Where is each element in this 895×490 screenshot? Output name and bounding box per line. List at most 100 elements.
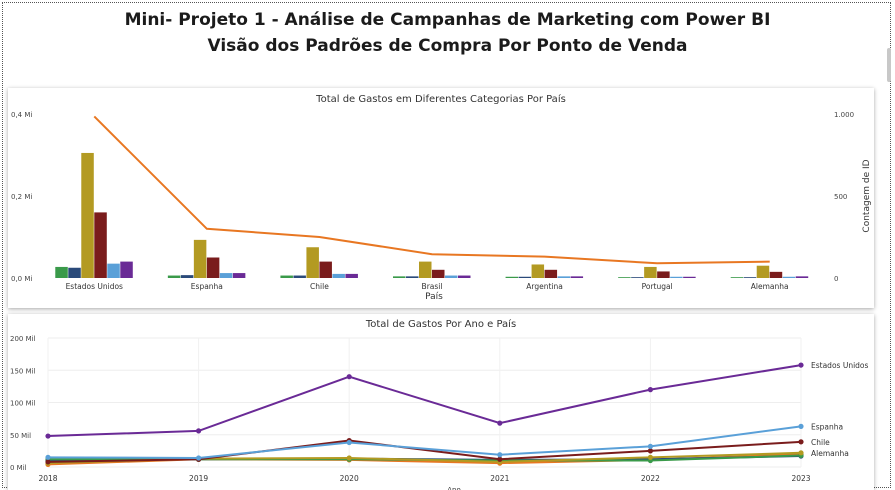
x-axis-label: Ano [447, 486, 461, 490]
x-tick-label: 2019 [189, 474, 208, 483]
series-end-label: Chile [811, 438, 830, 447]
data-point [647, 448, 654, 454]
chart-title: Total de Gastos Por Ano e País [365, 318, 516, 330]
x-tick-label: Portugal [642, 282, 673, 291]
data-point [647, 443, 654, 449]
data-point [45, 459, 51, 465]
bar [219, 273, 233, 278]
data-point [346, 439, 352, 446]
series-line [47, 364, 802, 438]
x-tick-label: Argentina [526, 282, 563, 291]
data-point [346, 455, 352, 461]
bar [406, 276, 419, 278]
bar [419, 261, 432, 278]
scrollbar[interactable] [887, 48, 891, 82]
bar [743, 277, 757, 278]
series-end-label: Espanha [811, 422, 843, 431]
x-tick-label: 2022 [641, 474, 660, 483]
data-point [45, 433, 51, 439]
y2-tick-label: 500 [834, 193, 847, 201]
y-tick-label: 100 Mil [10, 400, 36, 408]
bar [657, 271, 670, 278]
data-point [346, 374, 352, 380]
bar [332, 273, 345, 278]
bar [206, 257, 220, 278]
bar [94, 212, 107, 278]
bar [432, 269, 445, 278]
y2-tick-label: 0 [834, 275, 838, 283]
bar [345, 273, 358, 278]
y-tick-label: 200 Mil [10, 335, 36, 343]
bar [232, 273, 246, 278]
y-tick-label: 0,2 Mi [11, 193, 32, 201]
x-tick-label: Espanha [191, 282, 223, 291]
bar [782, 276, 796, 278]
bar [445, 275, 458, 278]
data-point [798, 439, 804, 445]
bar [683, 276, 696, 278]
bar [631, 277, 644, 278]
data-point [45, 454, 51, 460]
bar [756, 265, 770, 278]
x-axis-label: País [425, 292, 443, 302]
data-point [497, 452, 503, 458]
series-line [47, 439, 802, 463]
bar [531, 264, 545, 278]
y-tick-label: 0,0 Mi [11, 275, 32, 283]
bar [306, 247, 319, 278]
chart-title: Total de Gastos em Diferentes Categorias… [315, 93, 566, 105]
data-point [196, 455, 202, 461]
y-tick-label: 50 Mil [10, 432, 31, 440]
bar [319, 261, 332, 278]
series-end-label: Estados Unidos [811, 361, 868, 370]
bar [544, 269, 558, 278]
bar [180, 275, 194, 278]
bar [769, 271, 783, 278]
report-subtitle: Visão dos Padrões de Compra Por Ponto de… [207, 36, 688, 56]
x-tick-label: Estados Unidos [66, 282, 123, 291]
spend-by-year-chart: Total de Gastos Por Ano e País 200 Mil 150… [10, 318, 868, 490]
bar [280, 275, 293, 278]
bar [570, 276, 584, 278]
bar [107, 263, 120, 278]
bar [81, 152, 94, 278]
bar [670, 276, 683, 278]
data-point [497, 420, 503, 426]
series-end-label: Alemanha [811, 449, 849, 458]
bar [518, 276, 532, 278]
bar [458, 275, 471, 278]
count-line [93, 115, 770, 265]
line-chart-panel[interactable]: Total de Gastos Por Ano e País 200 Mil 150… [8, 314, 874, 490]
bar [644, 266, 657, 278]
bar [618, 277, 631, 278]
spend-by-category-chart: Total de Gastos em Diferentes Categorias… [11, 93, 872, 302]
bar [730, 277, 744, 278]
data-point [798, 362, 804, 368]
x-tick-label: Chile [310, 282, 329, 291]
bar [193, 239, 207, 278]
data-point [798, 450, 804, 456]
x-tick-label: Brasil [422, 282, 443, 291]
y2-axis-label: Contagem de ID [862, 159, 872, 232]
data-point [196, 428, 202, 434]
report-title: Mini- Projeto 1 - Análise de Campanhas d… [124, 10, 771, 30]
bar-chart-panel[interactable]: Total de Gastos em Diferentes Categorias… [8, 88, 874, 308]
data-point [647, 454, 654, 460]
data-point [497, 456, 503, 462]
data-point [798, 423, 804, 429]
bar [167, 275, 181, 278]
data-point [647, 387, 654, 393]
y-tick-label: 150 Mil [10, 367, 36, 375]
series-line [47, 425, 802, 459]
x-tick-label: 2018 [38, 474, 57, 483]
bar [795, 276, 809, 278]
y-tick-label: 0,4 Mi [11, 111, 32, 119]
bar [293, 275, 306, 278]
x-tick-label: 2020 [340, 474, 359, 483]
bar [68, 267, 81, 278]
x-tick-label: 2023 [791, 474, 810, 483]
bar [120, 261, 133, 278]
bar [393, 276, 406, 278]
x-tick-label: 2021 [490, 474, 509, 483]
y2-tick-label: 1.000 [834, 111, 854, 119]
